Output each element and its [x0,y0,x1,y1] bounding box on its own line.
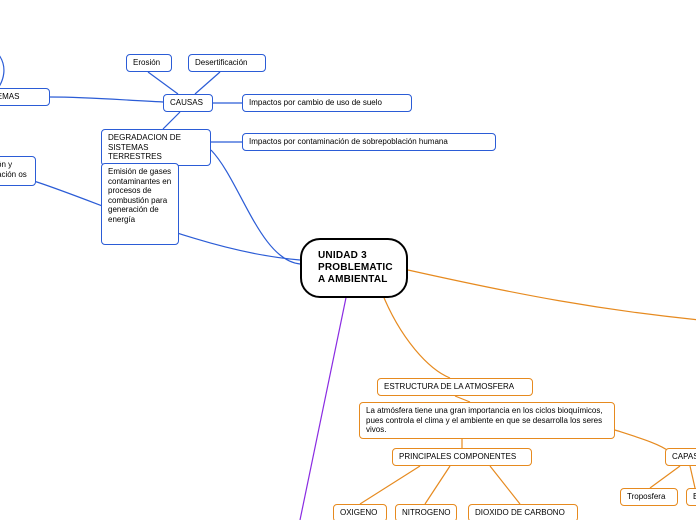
node-nitrogeno: NITROGENO [395,504,457,520]
center-line2: PROBLEMATIC [318,262,393,273]
edge [300,288,348,520]
node-label: Erosión [133,58,160,67]
node-ecosistemas: COSISTEMAS [0,88,50,106]
node-label: ESTRUCTURA DE LA ATMOSFERA [384,382,514,391]
center-line3: A AMBIENTAL [318,274,388,285]
edge [50,97,163,102]
edge [148,72,178,94]
node-label: Impactos por contaminación de sobrepobla… [249,137,448,146]
node-label: La atmósfera tiene una gran importancia … [366,406,603,434]
node-label: DIOXIDO DE CARBONO [475,508,565,517]
node-estructura: ESTRUCTURA DE LA ATMOSFERA [377,378,533,396]
edge [163,112,180,129]
node-label: PRINCIPALES COMPONENTES [399,452,516,461]
edge [490,466,520,504]
node-troposfera: Troposfera [620,488,678,506]
node-erosion: Erosión [126,54,172,72]
node-label: Emisión de gases contaminantes en proces… [108,167,171,224]
node-label: DEGRADACION DE SISTEMAS TERRESTRES [108,133,181,161]
node-label: COSISTEMAS [0,92,19,101]
node-label: CAPAS [672,452,696,461]
node-principales: PRINCIPALES COMPONENTES [392,448,532,466]
node-impacto_suelo: Impactos por cambio de uso de suelo [242,94,412,112]
node-label: Troposfera [627,492,665,501]
node-label: NITROGENO [402,508,450,517]
node-atmosfera_desc: La atmósfera tiene una gran importancia … [359,402,615,439]
edge [690,466,695,488]
node-oxigeno: OXIGENO [333,504,387,520]
edge [360,466,420,504]
edge [615,430,670,452]
edge [650,466,680,488]
node-label: ón y ación os [0,160,27,179]
center-node: UNIDAD 3 PROBLEMATIC A AMBIENTAL [300,238,408,298]
node-causas: CAUSAS [163,94,213,112]
node-est_clip: Est [686,488,696,506]
edge [380,288,450,378]
edge [425,466,450,504]
center-line1: UNIDAD 3 [318,250,367,261]
node-label: OXIGENO [340,508,377,517]
node-label: Desertificación [195,58,247,67]
edge [408,270,696,320]
node-degradacion: DEGRADACION DE SISTEMAS TERRESTRES [101,129,211,166]
node-capas: CAPAS [665,448,696,466]
node-label: CAUSAS [170,98,203,107]
node-desertificacion: Desertificación [188,54,266,72]
node-dioxido: DIOXIDO DE CARBONO [468,504,578,520]
edge [211,150,300,264]
edge [195,72,220,94]
node-emision: Emisión de gases contaminantes en proces… [101,163,179,245]
node-edge_clip: ón y ación os [0,156,36,186]
node-impacto_pob: Impactos por contaminación de sobrepobla… [242,133,496,151]
node-label: Impactos por cambio de uso de suelo [249,98,382,107]
